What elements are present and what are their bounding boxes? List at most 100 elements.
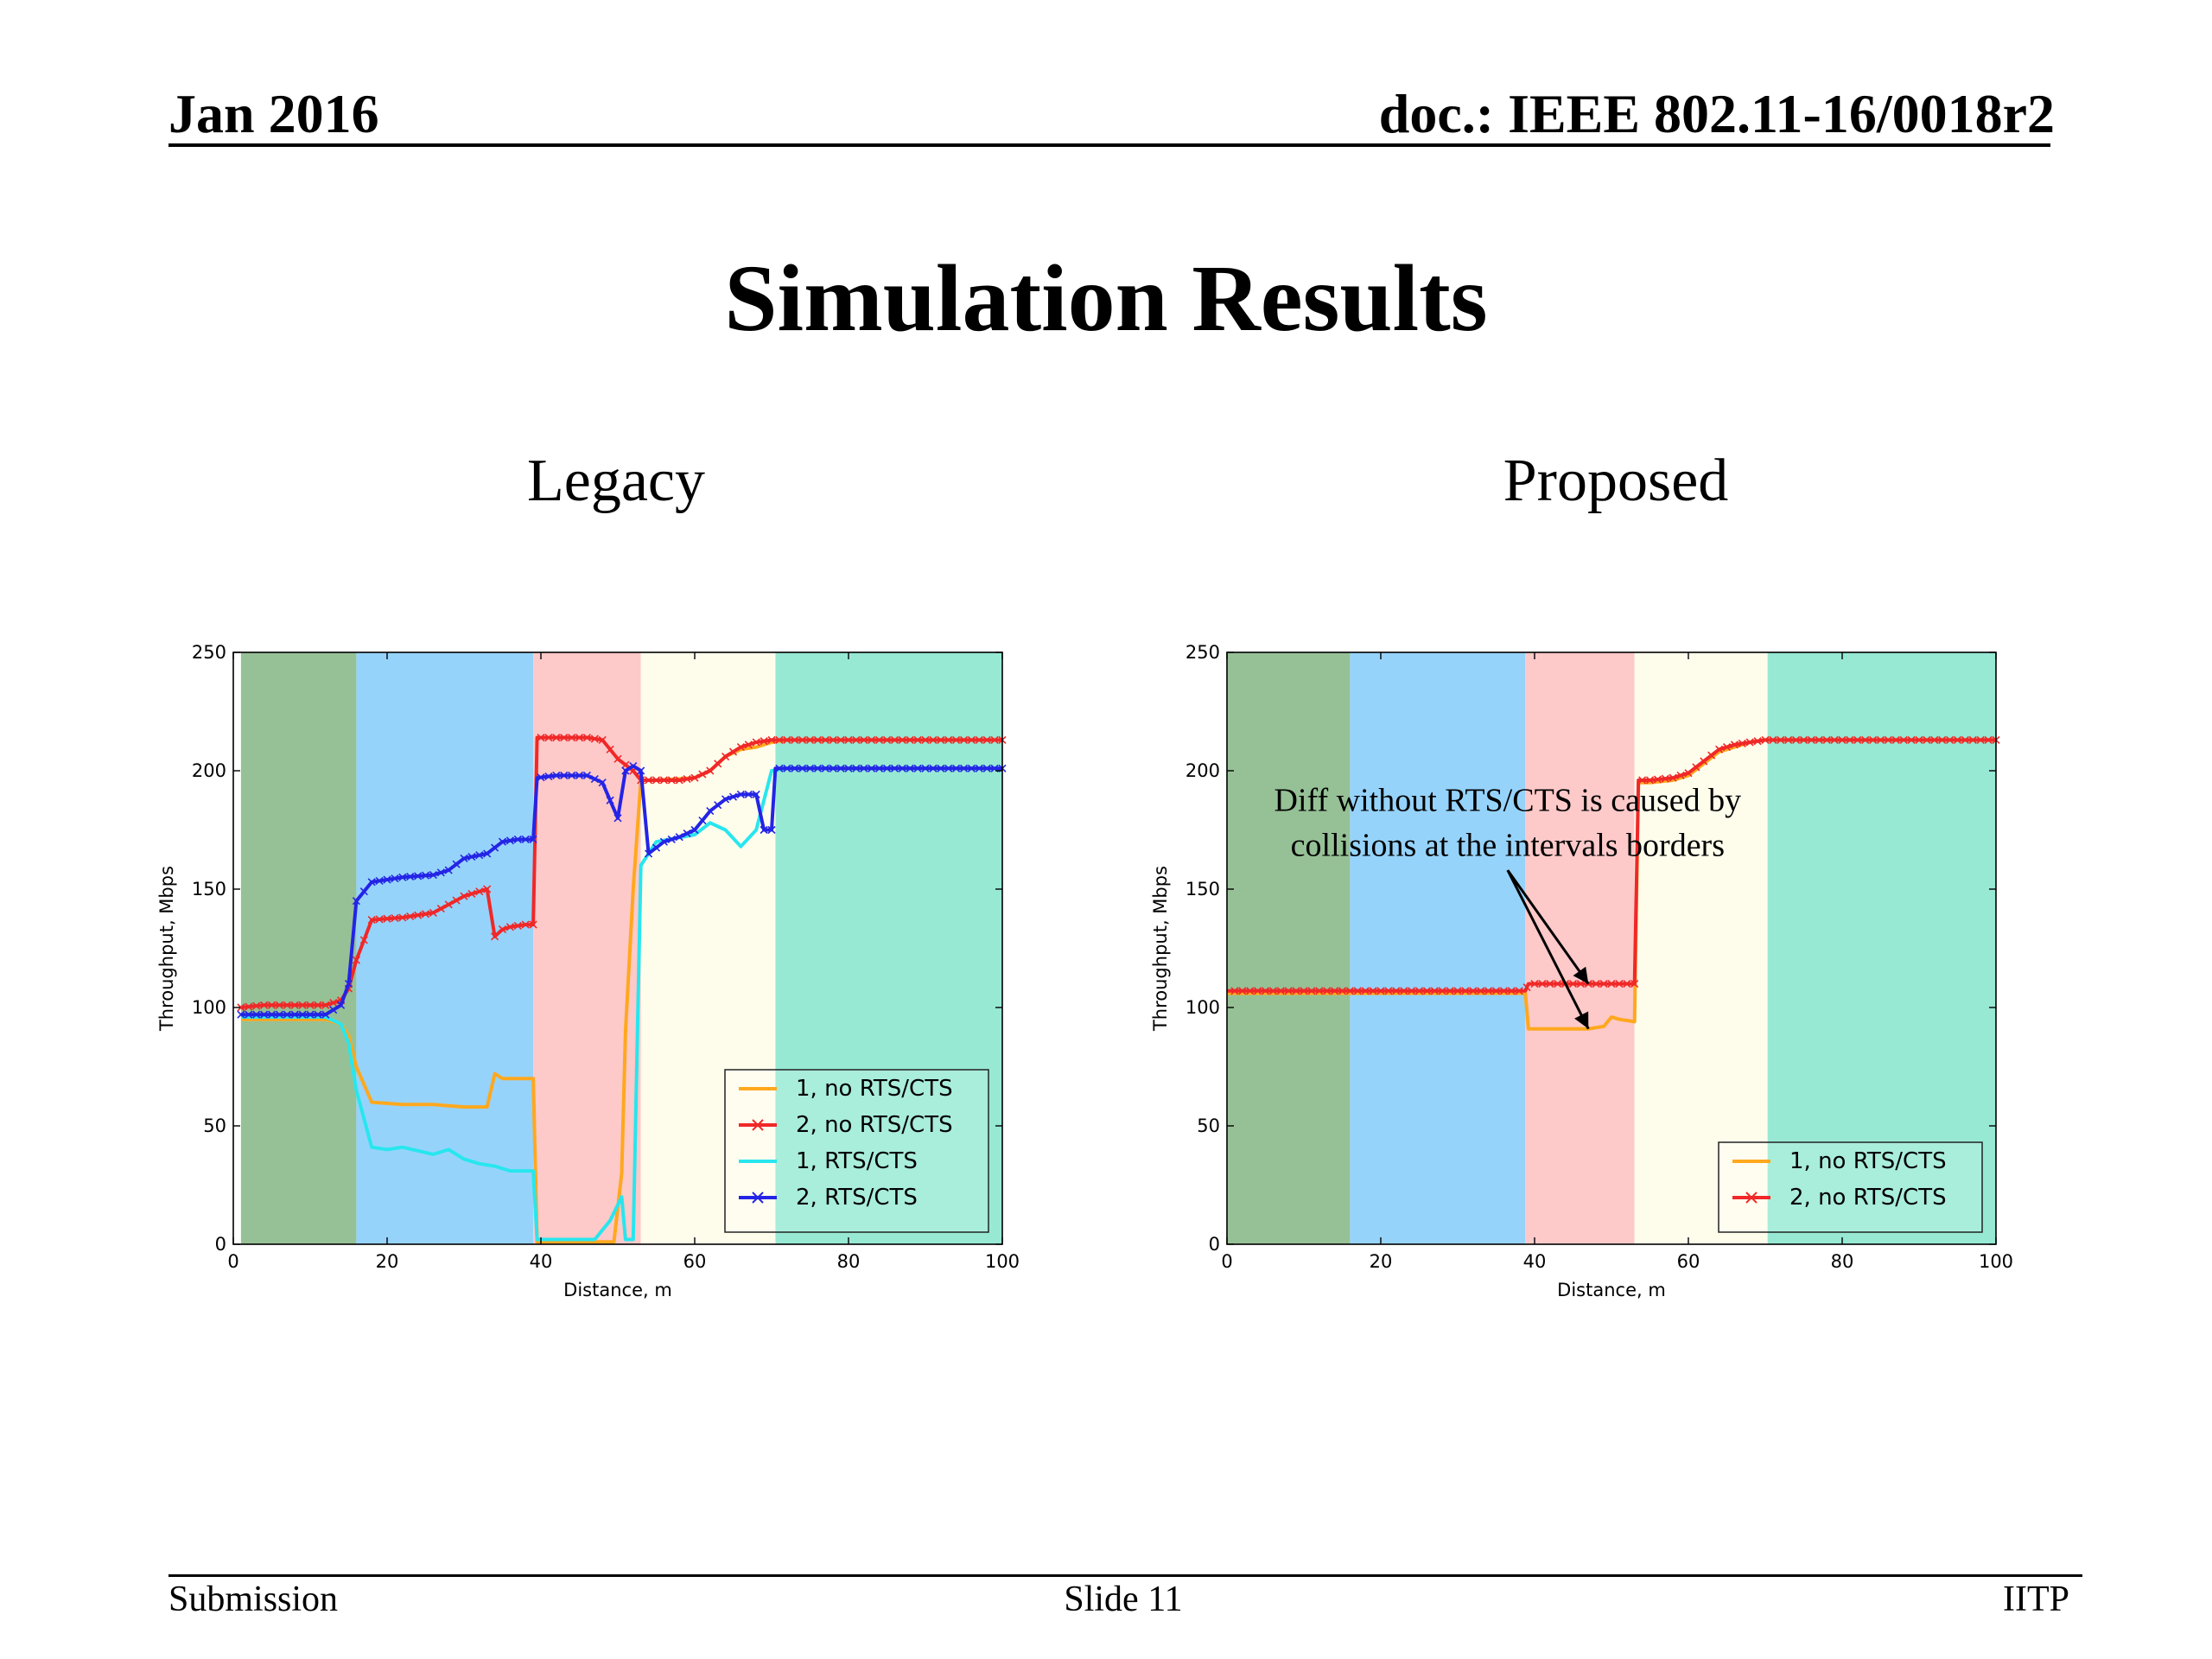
data-point: [898, 735, 906, 744]
legacy-chart: 0 20 40 60 80 100 0 50 100 150 200 250 Distance, m Th…: [156, 642, 1020, 1300]
data-point: [913, 735, 922, 744]
data-point: [1261, 987, 1270, 995]
data-point: [421, 871, 430, 880]
data-point: [875, 735, 884, 744]
y-tick-label: 250: [192, 642, 226, 663]
data-point: [552, 771, 561, 780]
data-point: [582, 771, 591, 780]
data-point: [444, 900, 453, 909]
x-tick-label: 20: [376, 1251, 399, 1272]
data-point: [852, 735, 861, 744]
data-point: [952, 764, 961, 772]
data-point: [1538, 980, 1547, 988]
data-point: [1361, 987, 1370, 995]
data-point: [952, 735, 961, 744]
data-point: [805, 735, 815, 744]
data-point: [1292, 987, 1300, 995]
data-point: [937, 764, 945, 772]
data-point: [245, 1002, 253, 1011]
y-tick-label: 100: [1185, 997, 1220, 1018]
data-point: [1400, 987, 1408, 995]
x-tick-label: 40: [530, 1251, 553, 1272]
data-point: [714, 801, 722, 810]
header-divider: [168, 143, 2050, 147]
legend-box: [1718, 1141, 1983, 1233]
data-point: [1599, 980, 1608, 988]
data-point: [613, 754, 622, 763]
data-point: [829, 764, 837, 772]
data-point: [1323, 987, 1332, 995]
data-point: [728, 792, 738, 801]
y-tick-label: 0: [1209, 1234, 1220, 1255]
data-point: [982, 764, 991, 772]
data-point: [675, 833, 683, 842]
data-point: [683, 775, 691, 784]
data-point: [1268, 987, 1277, 995]
data-point: [306, 1010, 315, 1019]
data-point: [929, 735, 938, 744]
data-point: [1923, 735, 1931, 744]
data-point: [659, 837, 668, 846]
data-point: [314, 1010, 322, 1019]
data-point: [359, 887, 368, 896]
data-point: [1276, 987, 1285, 995]
data-point: [1792, 735, 1801, 744]
data-point: [1884, 735, 1892, 744]
data-point: [1700, 757, 1708, 766]
data-point: [283, 1001, 291, 1009]
data-point: [321, 1001, 330, 1009]
x-tick-label: 60: [1677, 1251, 1700, 1272]
data-point: [1384, 987, 1393, 995]
data-point: [783, 764, 791, 772]
data-point: [460, 854, 468, 862]
x-tick-label: 80: [837, 1251, 861, 1272]
data-point: [706, 807, 715, 816]
data-point: [568, 734, 576, 742]
data-point: [621, 760, 630, 769]
data-point: [491, 932, 499, 941]
data-point: [675, 776, 683, 785]
data-point: [813, 735, 822, 744]
data-point: [306, 1001, 315, 1009]
annotation-arrow: [1506, 869, 1590, 1030]
data-point: [267, 1001, 276, 1009]
data-point: [1984, 735, 1993, 744]
data-point: [882, 764, 892, 772]
interval-band: [1350, 652, 1526, 1244]
interval-band: [1634, 652, 1768, 1244]
data-point: [290, 1001, 299, 1009]
data-point: [1246, 987, 1255, 995]
data-point: [1807, 735, 1815, 744]
data-point: [1414, 987, 1424, 995]
legend-label: 1, no RTS/CTS: [1789, 1148, 1947, 1174]
data-point: [391, 874, 399, 883]
data-point: [1546, 980, 1554, 988]
data-point: [744, 790, 753, 798]
y-tick-label: 150: [1185, 879, 1220, 899]
data-point: [1861, 735, 1870, 744]
x-axis-label: Distance, m: [563, 1280, 672, 1300]
data-point: [1238, 987, 1247, 995]
data-point: [844, 764, 853, 772]
data-point: [1661, 774, 1669, 783]
data-point: [798, 764, 807, 772]
data-point: [652, 776, 661, 785]
data-point: [714, 760, 722, 768]
x-axis-label: Distance, m: [1557, 1280, 1666, 1300]
y-tick-label: 250: [1185, 642, 1220, 663]
data-point: [421, 910, 430, 918]
data-point: [706, 766, 715, 775]
data-point: [1953, 735, 1962, 744]
data-point: [852, 764, 861, 772]
data-point: [283, 1010, 291, 1019]
data-point: [1846, 735, 1854, 744]
data-point: [444, 866, 453, 874]
data-point: [875, 764, 884, 772]
data-point: [982, 735, 991, 744]
interval-band: [356, 652, 534, 1244]
data-point: [406, 912, 415, 921]
data-point: [1592, 980, 1600, 988]
legend-label: 2, RTS/CTS: [796, 1185, 918, 1211]
data-point: [1722, 743, 1732, 752]
data-point: [683, 830, 691, 838]
